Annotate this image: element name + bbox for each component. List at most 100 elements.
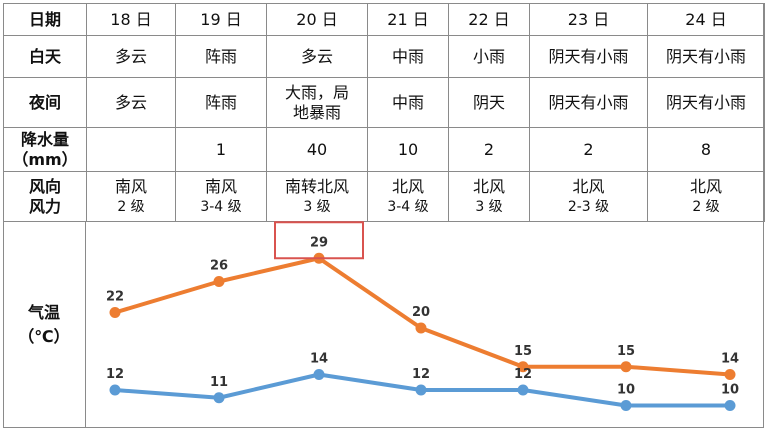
- data-point: [517, 384, 529, 396]
- wind-dir: 北风: [472, 176, 505, 196]
- night-weather-text: 中雨: [391, 92, 424, 112]
- wind-dir: 北风: [572, 176, 605, 196]
- data-point: [724, 400, 736, 411]
- data-point: [109, 307, 121, 318]
- night-weather-text: 阴天: [472, 92, 505, 112]
- date-cell: 23 日: [529, 3, 648, 36]
- night-weather-text: 阵雨: [204, 92, 237, 112]
- wind-dir: 北风: [689, 176, 722, 196]
- night-weather-cell: 中雨: [367, 77, 449, 128]
- wind-level: 3-4 级: [200, 198, 242, 215]
- night-weather-cell: 阴天有小雨: [529, 77, 648, 128]
- row-label-wind: 风向 风力: [3, 171, 87, 222]
- day-weather-cell: 多云: [86, 35, 176, 78]
- precip-cell: 10: [367, 127, 449, 172]
- data-label: 12: [106, 367, 124, 382]
- night-weather-text: 阴天有小雨: [548, 92, 629, 112]
- day-weather-cell: 中雨: [367, 35, 449, 78]
- precip-cell: 2: [529, 127, 648, 172]
- precip-cell: 40: [266, 127, 368, 172]
- day-weather-cell: 小雨: [448, 35, 530, 78]
- precip-cell: 1: [175, 127, 267, 172]
- temperature-label: 气温: [27, 302, 60, 322]
- date-cell: 20 日: [266, 3, 368, 36]
- day-weather-cell: 多云: [266, 35, 368, 78]
- data-label: 29: [310, 235, 328, 250]
- data-label: 15: [617, 344, 635, 359]
- row-wind: 风向 风力 南风 2 级 南风 3-4 级 南转北风 3 级 北风 3-4 级 北风 3 …: [3, 171, 765, 222]
- wind-dir-label: 风向: [28, 176, 61, 196]
- data-label: 14: [721, 352, 739, 367]
- data-point: [620, 400, 632, 411]
- data-label: 26: [210, 259, 228, 274]
- row-day: 白天 多云 阵雨 多云 中雨 小雨 阴天有小雨 阴天有小雨: [3, 35, 765, 78]
- day-weather-cell: 阴天有小雨: [647, 35, 765, 78]
- data-point: [415, 384, 427, 396]
- night-weather-cell: 大雨，局 地暴雨: [266, 77, 368, 128]
- day-weather-cell: 阴天有小雨: [529, 35, 648, 78]
- data-label: 11: [210, 375, 228, 390]
- row-night: 夜间 多云 阵雨 大雨，局 地暴雨 中雨 阴天 阴天有小雨 阴天有小雨: [3, 77, 765, 128]
- data-point: [109, 384, 121, 396]
- data-point: [517, 361, 529, 373]
- highlight-box: [274, 221, 364, 260]
- wind-cell: 南风 2 级: [86, 171, 176, 222]
- row-date: 日期 18 日 19 日 20 日 21 日 22 日 23 日 24 日: [3, 3, 765, 36]
- row-label-day: 白天: [3, 35, 87, 78]
- temperature-unit: （℃）: [18, 326, 70, 346]
- wind-level-label: 风力: [28, 196, 61, 216]
- forecast-table: 日期 18 日 19 日 20 日 21 日 22 日 23 日 24 日 白天…: [3, 3, 765, 222]
- wind-cell: 北风 2-3 级: [529, 171, 648, 222]
- data-label: 10: [721, 383, 739, 398]
- night-weather-cell: 阴天: [448, 77, 530, 128]
- night-weather-text: 多云: [114, 92, 147, 112]
- precip-cell: 2: [448, 127, 530, 172]
- temperature-row-label: 气温 （℃）: [3, 221, 86, 428]
- wind-dir: 南风: [114, 176, 147, 196]
- date-cell: 19 日: [175, 3, 267, 36]
- wind-cell: 北风 3-4 级: [367, 171, 449, 222]
- data-point: [213, 392, 225, 404]
- night-weather-text: 大雨，局: [284, 82, 349, 102]
- night-weather-text: 地暴雨: [292, 102, 341, 122]
- wind-dir: 南风: [204, 176, 237, 196]
- night-weather-cell: 阵雨: [175, 77, 267, 128]
- data-point: [620, 361, 632, 373]
- row-label-night: 夜间: [3, 77, 87, 128]
- date-cell: 18 日: [86, 3, 176, 36]
- row-label-precip: 降水量 （mm）: [3, 127, 87, 172]
- row-label-date: 日期: [3, 3, 87, 36]
- data-label: 22: [106, 290, 124, 305]
- precip-cell: 8: [647, 127, 765, 172]
- day-weather-cell: 阵雨: [175, 35, 267, 78]
- wind-level: 3 级: [475, 198, 503, 215]
- wind-level: 2 级: [692, 198, 720, 215]
- wind-cell: 南风 3-4 级: [175, 171, 267, 222]
- wind-cell: 北风 2 级: [647, 171, 765, 222]
- data-label: 20: [412, 305, 430, 320]
- wind-cell: 北风 3 级: [448, 171, 530, 222]
- data-label: 14: [310, 352, 328, 367]
- data-point: [213, 276, 225, 287]
- data-point: [415, 322, 427, 334]
- data-point: [313, 369, 325, 380]
- wind-level: 3-4 级: [387, 198, 429, 215]
- wind-level: 3 级: [303, 198, 331, 215]
- temperature-chart: 22 26 29 20 15 15 14 12 11 14 12 12 10 10: [106, 221, 739, 411]
- precip-cell: [86, 127, 176, 172]
- data-label: 15: [514, 344, 532, 359]
- data-label: 10: [617, 383, 635, 398]
- data-point: [724, 369, 736, 380]
- temperature-chart-area: 气温 （℃） 22 26 29 20 15 15 14 12 11 14 12 12 10 10: [3, 221, 764, 428]
- wind-cell: 南转北风 3 级: [266, 171, 368, 222]
- wind-dir: 北风: [391, 176, 424, 196]
- date-cell: 21 日: [367, 3, 449, 36]
- wind-level: 2 级: [117, 198, 145, 215]
- wind-level: 2-3 级: [567, 198, 610, 215]
- date-cell: 24 日: [647, 3, 765, 36]
- row-precip: 降水量 （mm） 1 40 10 2 2 8: [3, 127, 765, 172]
- data-label: 12: [412, 367, 430, 382]
- data-label: 12: [514, 367, 532, 382]
- night-weather-cell: 多云: [86, 77, 176, 128]
- wind-dir: 南转北风: [284, 176, 349, 196]
